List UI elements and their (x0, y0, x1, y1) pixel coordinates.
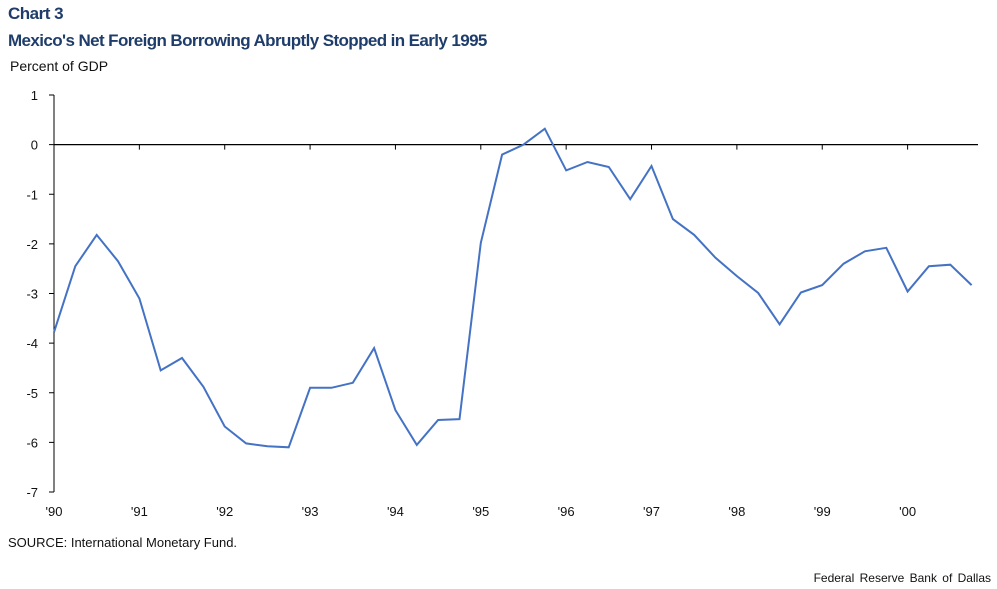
chart-title: Mexico's Net Foreign Borrowing Abruptly … (8, 31, 487, 50)
x-tick-label: '90 (46, 504, 63, 519)
x-tick-label: '93 (302, 504, 319, 519)
y-tick-label: -3 (26, 287, 38, 302)
y-tick-label: 1 (31, 88, 38, 103)
y-tick-label: -2 (26, 237, 38, 252)
x-tick-label: '94 (387, 504, 404, 519)
axes (49, 94, 978, 493)
x-tick-label: '95 (472, 504, 489, 519)
x-tick-label: '98 (728, 504, 745, 519)
source-note: SOURCE: International Monetary Fund. (8, 535, 238, 550)
y-tick-label: 0 (31, 138, 38, 153)
y-tick-label: -5 (26, 386, 38, 401)
x-tick-label: '92 (216, 504, 233, 519)
chart-number: Chart 3 (8, 4, 64, 23)
x-tick-label: '96 (558, 504, 575, 519)
tick-labels: 1 0 -1 -2 -3 -4 -5 -6 -7 '90 '91 '92 '93 '94 '95 '96 '97… (26, 88, 916, 519)
y-tick-label: -1 (26, 187, 38, 202)
credit-line: Federal Reserve Bank of Dallas (813, 571, 991, 585)
x-tick-label: '91 (131, 504, 148, 519)
series-layer (53, 127, 973, 449)
y-tick-label: -7 (26, 485, 38, 500)
x-tick-label: '97 (643, 504, 660, 519)
y-axis-label: Percent of GDP (10, 58, 109, 74)
x-tick-label: '99 (814, 504, 831, 519)
series-line-0 (53, 127, 973, 449)
y-tick-label: -4 (26, 336, 38, 351)
x-tick-label: '00 (899, 504, 916, 519)
y-tick-label: -6 (26, 435, 38, 450)
